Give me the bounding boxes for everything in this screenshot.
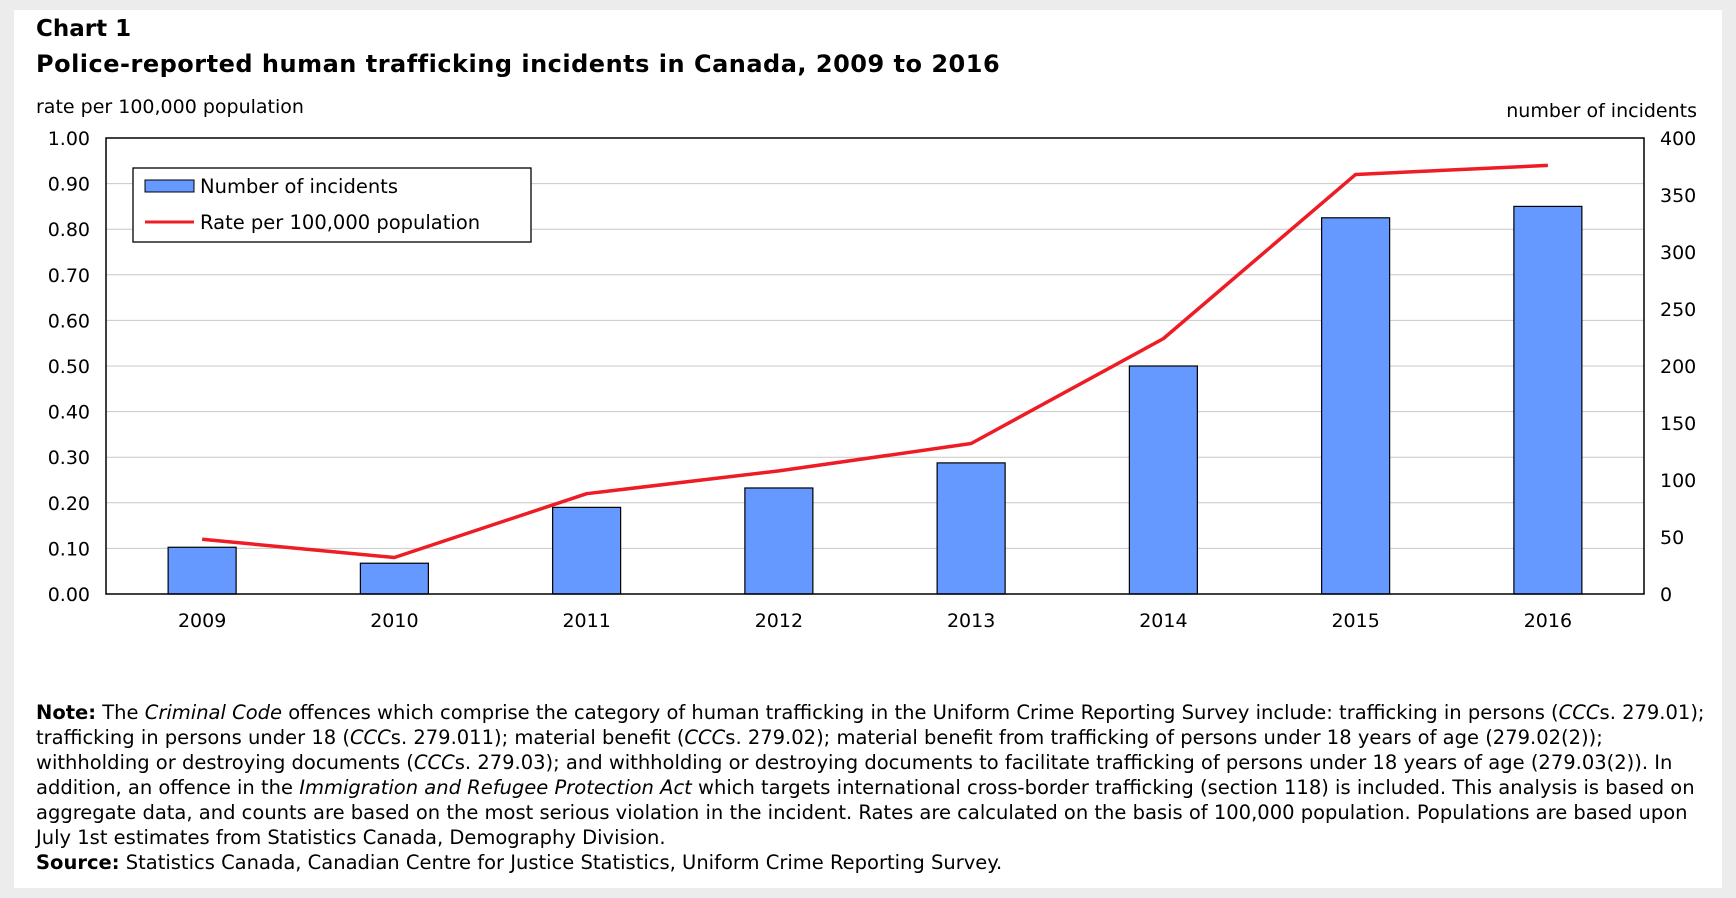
y-right-tick-label: 150	[1660, 413, 1696, 435]
note: Note: The Criminal Code offences which c…	[36, 700, 1706, 850]
bars-number-of-incidents	[167, 205, 1583, 595]
y-right-tick-labels: 0 50 100 150 200 250 300 350 400	[1660, 128, 1696, 606]
y-right-tick-label: 0	[1660, 584, 1672, 606]
x-tick-label: 2015	[1331, 610, 1379, 632]
note-text-part: which targets international cross-border…	[36, 776, 1695, 849]
chart-title: Police-reported human trafficking incide…	[36, 50, 1001, 78]
x-tick-label: 2009	[178, 610, 226, 632]
note-text-part: CCC	[684, 726, 726, 749]
note-text-part: s. 279.02); material benefit from traffi…	[36, 726, 1603, 774]
bar	[167, 546, 237, 595]
bar	[936, 462, 1006, 595]
source: Source: Statistics Canada, Canadian Cent…	[36, 850, 1706, 875]
y-left-tick-label: 0.20	[48, 493, 90, 515]
y-left-tick-label: 0.60	[48, 310, 90, 332]
y-left-tick-label: 0.40	[48, 402, 90, 424]
legend: Number of incidents Rate per 100,000 pop…	[132, 167, 532, 243]
legend-label-number-of-incidents: Number of incidents	[200, 175, 398, 198]
y-left-tick-label: 0.70	[48, 265, 90, 287]
note-text-part: CCC	[413, 751, 455, 774]
note-text-part: Immigration and Refugee Protection Act	[299, 776, 692, 799]
bar	[1513, 205, 1583, 595]
y-left-tick-label: 0.30	[48, 447, 90, 469]
y-right-tick-label: 400	[1660, 128, 1696, 150]
y-left-tick-label: 0.50	[48, 356, 90, 378]
y-left-axis-label: rate per 100,000 population	[36, 96, 304, 118]
y-right-axis-label: number of incidents	[1506, 100, 1697, 122]
legend-label-rate: Rate per 100,000 population	[200, 211, 480, 234]
y-left-tick-label: 0.80	[48, 219, 90, 241]
note-label: Note:	[36, 701, 97, 724]
line-rate-per-100000	[201, 163, 1548, 560]
x-tick-label: 2012	[755, 610, 803, 632]
note-text-part: s. 279.011); material benefit (	[390, 726, 685, 749]
y-right-tick-label: 250	[1660, 299, 1696, 321]
note-text-part: offences which comprise the category of …	[282, 701, 1559, 724]
y-left-tick-label: 0.10	[48, 538, 90, 560]
x-tick-label: 2011	[562, 610, 610, 632]
y-right-tick-label: 100	[1660, 470, 1696, 492]
note-text-part: The	[96, 701, 145, 724]
bar	[359, 562, 429, 595]
rate-line	[201, 163, 1548, 560]
x-tick-label: 2013	[947, 610, 995, 632]
bar	[744, 487, 814, 595]
notes-block: Note: The Criminal Code offences which c…	[36, 700, 1706, 875]
y-left-tick-label: 0.90	[48, 174, 90, 196]
bar	[1128, 365, 1198, 595]
note-text: The Criminal Code offences which compris…	[36, 701, 1705, 849]
y-right-tick-label: 300	[1660, 242, 1696, 264]
x-tick-labels: 2009 2010 2011 2012 2013 2014 2015 2016	[178, 610, 1572, 632]
chart-plot: rate per 100,000 population number of in…	[36, 96, 1697, 632]
note-text-part: Criminal Code	[144, 701, 283, 724]
bar	[552, 506, 622, 595]
note-text-part: CCC	[349, 726, 391, 749]
y-right-tick-label: 200	[1660, 356, 1696, 378]
y-right-tick-label: 350	[1660, 185, 1696, 207]
x-tick-label: 2010	[370, 610, 418, 632]
y-left-tick-label: 1.00	[48, 128, 90, 150]
y-right-tick-label: 50	[1660, 527, 1684, 549]
legend-swatch-number-of-incidents	[144, 179, 195, 193]
plot-area-border	[105, 137, 1645, 595]
bar	[1321, 217, 1391, 595]
note-text-part: s. 279.01); trafficking in persons under…	[36, 701, 1705, 749]
legend-box	[132, 167, 532, 243]
source-label: Source:	[36, 851, 120, 874]
y-left-tick-labels: 0.00 0.10 0.20 0.30 0.40 0.50 0.60 0.70 0.80 0.90…	[48, 128, 90, 606]
x-tick-label: 2014	[1139, 610, 1187, 632]
chart-number: Chart 1	[36, 16, 132, 42]
y-left-tick-label: 0.00	[48, 584, 90, 606]
chart-figure: Chart 1 Police-reported human traffickin…	[14, 10, 1722, 888]
note-text-part: CCC	[1558, 701, 1600, 724]
source-text: Statistics Canada, Canadian Centre for J…	[119, 851, 1003, 874]
note-text-part: s. 279.03); and withholding or destroyin…	[36, 751, 1673, 799]
x-tick-label: 2016	[1524, 610, 1572, 632]
